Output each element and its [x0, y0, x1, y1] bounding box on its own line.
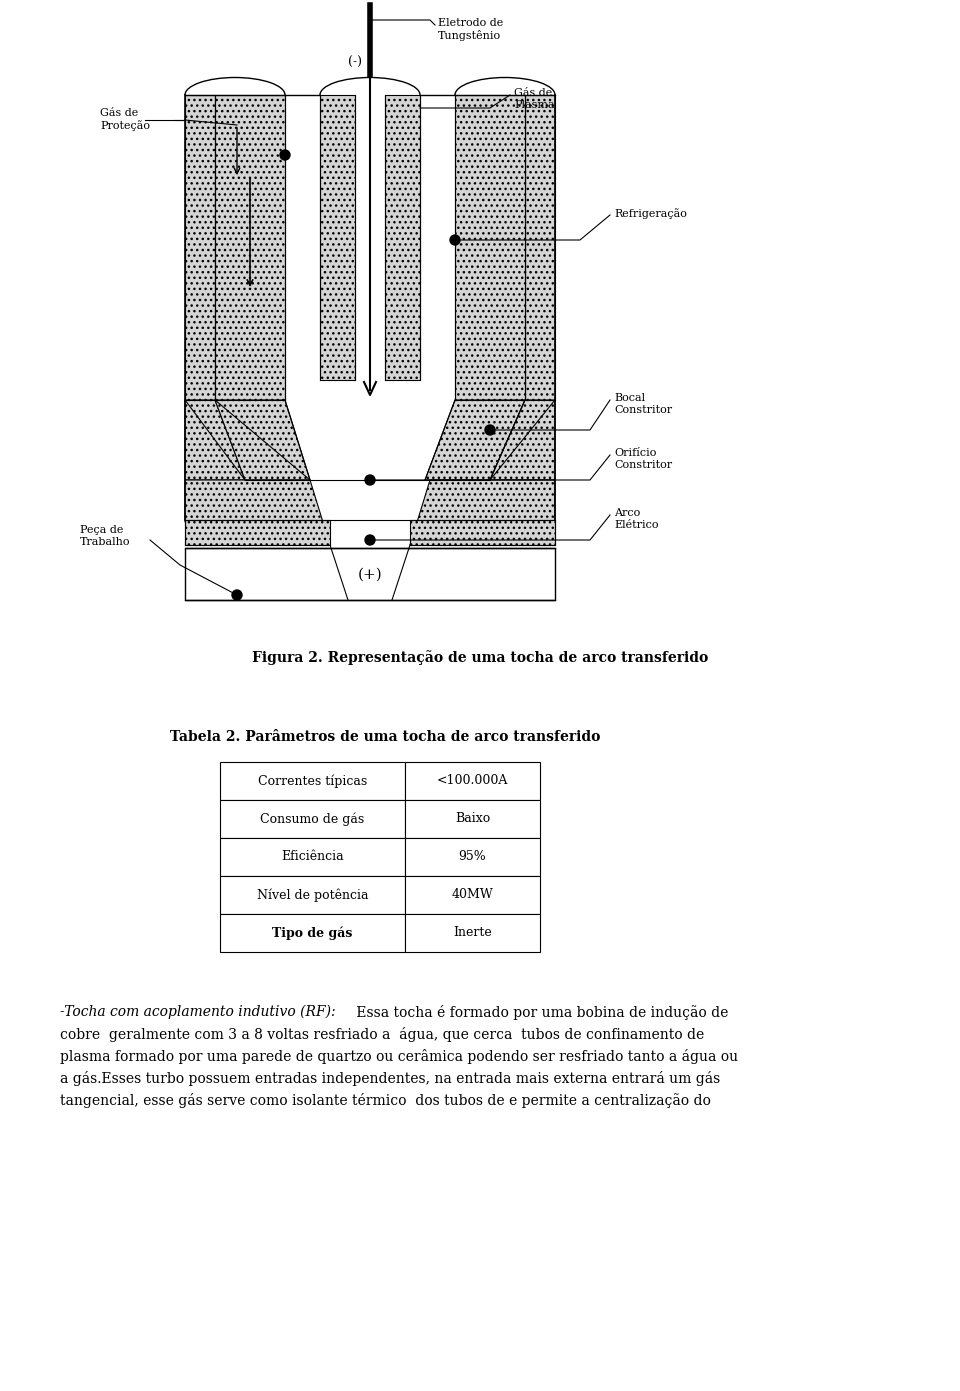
Text: Tipo de gás: Tipo de gás	[273, 926, 352, 940]
Bar	[220, 837, 405, 876]
Circle shape	[232, 590, 242, 600]
Bar	[405, 876, 540, 914]
Polygon shape	[215, 95, 285, 401]
Circle shape	[450, 235, 460, 245]
Polygon shape	[385, 95, 420, 380]
Text: Gás de
Proteção: Gás de Proteção	[100, 108, 150, 131]
Text: Eletrodo de
Tungstênio: Eletrodo de Tungstênio	[438, 18, 503, 40]
Text: Nível de potência: Nível de potência	[256, 889, 369, 901]
Text: -Tocha com acoplamento indutivo (RF):: -Tocha com acoplamento indutivo (RF):	[60, 1006, 340, 1020]
Text: tangencial, esse gás serve como isolante térmico  dos tubos de e permite a centr: tangencial, esse gás serve como isolante…	[60, 1093, 710, 1109]
Text: (+): (+)	[358, 568, 382, 581]
Polygon shape	[410, 480, 555, 545]
Bar	[405, 800, 540, 837]
Polygon shape	[525, 95, 555, 401]
Text: (-): (-)	[348, 56, 362, 68]
Polygon shape	[410, 520, 555, 545]
Text: Figura 2. Representação de uma tocha de arco transferido: Figura 2. Representação de uma tocha de …	[252, 650, 708, 665]
Polygon shape	[455, 95, 525, 401]
Text: 95%: 95%	[459, 850, 487, 864]
Circle shape	[485, 426, 495, 435]
Text: Inerte: Inerte	[453, 926, 492, 939]
Bar	[220, 876, 405, 914]
Polygon shape	[185, 95, 215, 401]
Polygon shape	[490, 401, 555, 480]
Text: <100.000A: <100.000A	[437, 775, 508, 787]
Polygon shape	[185, 480, 330, 545]
Text: Arco
Elétrico: Arco Elétrico	[614, 508, 659, 530]
Circle shape	[365, 474, 375, 485]
Text: Eficiência: Eficiência	[281, 850, 344, 864]
Polygon shape	[320, 95, 355, 380]
Text: Orifício
Constritor: Orifício Constritor	[614, 448, 672, 470]
Text: a gás.Esses turbo possuem entradas independentes, na entrada mais externa entrar: a gás.Esses turbo possuem entradas indep…	[60, 1071, 720, 1086]
Bar	[220, 914, 405, 951]
Bar	[405, 837, 540, 876]
Text: Baixo: Baixo	[455, 812, 491, 825]
Polygon shape	[185, 520, 330, 545]
Bar	[405, 762, 540, 800]
Bar	[405, 914, 540, 951]
Text: Bocal
Constritor: Bocal Constritor	[614, 394, 672, 415]
Polygon shape	[185, 401, 245, 480]
Polygon shape	[425, 401, 525, 480]
Text: cobre  geralmente com 3 a 8 voltas resfriado a  água, que cerca  tubos de confin: cobre geralmente com 3 a 8 voltas resfri…	[60, 1027, 705, 1042]
Bar	[220, 800, 405, 837]
Bar	[220, 762, 405, 800]
Text: Gás de
Plasma: Gás de Plasma	[514, 88, 555, 110]
Text: plasma formado por uma parede de quartzo ou cerâmica podendo ser resfriado tanto: plasma formado por uma parede de quartzo…	[60, 1049, 738, 1064]
Text: 40MW: 40MW	[451, 889, 493, 901]
Text: Consumo de gás: Consumo de gás	[260, 812, 365, 826]
Text: Tabela 2. Parâmetros de uma tocha de arco transferido: Tabela 2. Parâmetros de uma tocha de arc…	[170, 730, 600, 744]
Text: Refrigeração: Refrigeração	[614, 209, 686, 218]
Bar	[185, 548, 555, 600]
Circle shape	[280, 150, 290, 160]
Text: Peça de
Trabalho: Peça de Trabalho	[80, 524, 131, 547]
Text: Essa tocha é formado por uma bobina de indução de: Essa tocha é formado por uma bobina de i…	[352, 1006, 729, 1020]
Circle shape	[365, 536, 375, 545]
Text: Correntes típicas: Correntes típicas	[258, 775, 367, 787]
Polygon shape	[215, 401, 310, 480]
